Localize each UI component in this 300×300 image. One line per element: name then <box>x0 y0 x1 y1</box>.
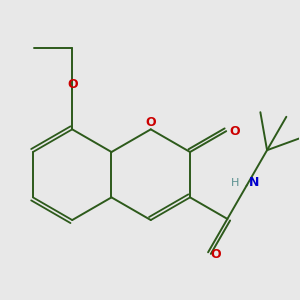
Text: O: O <box>146 116 156 129</box>
Text: O: O <box>210 248 221 261</box>
Text: O: O <box>67 78 77 91</box>
Text: O: O <box>229 125 240 138</box>
Text: N: N <box>249 176 259 189</box>
Text: H: H <box>231 178 240 188</box>
